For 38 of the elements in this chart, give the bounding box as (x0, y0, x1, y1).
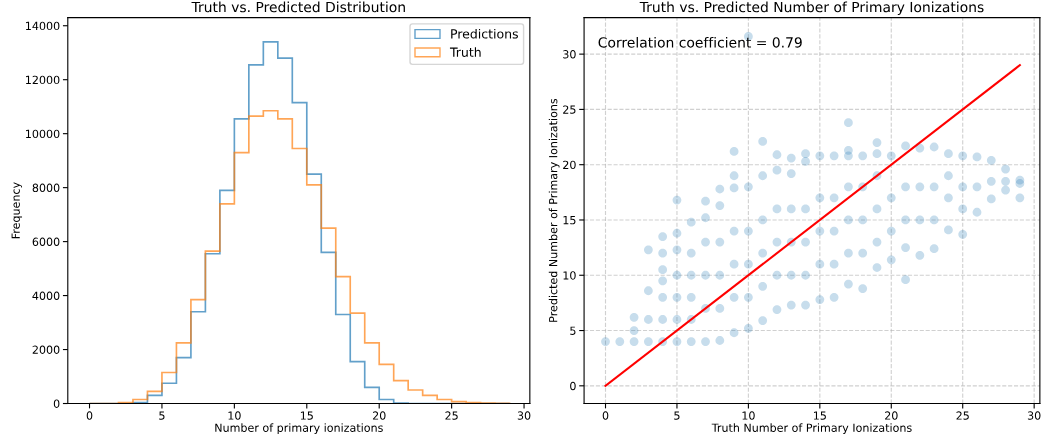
y-tick-label: 8000 (32, 183, 60, 193)
x-axis-title: Number of primary ionizations (215, 423, 383, 435)
x-tick-label: 0 (602, 411, 609, 420)
y-tick-label: 30 (563, 50, 576, 59)
y-tick-label: 25 (563, 105, 576, 114)
y-tick-label: 10 (563, 271, 576, 280)
x-tick-label: 15 (300, 411, 313, 420)
chart-title: Truth vs. Predicted Distribution (191, 1, 405, 13)
x-tick-label: 10 (228, 411, 241, 420)
x-tick-label: 10 (742, 411, 755, 420)
y-tick-label: 0 (570, 381, 576, 391)
x-tick-label: 30 (517, 411, 531, 420)
y-tick-label: 20 (563, 160, 576, 170)
y-tick-label: 2000 (32, 345, 60, 354)
x-tick-label: 30 (1027, 411, 1041, 420)
x-tick-label: 25 (445, 411, 458, 420)
y-axis-title: Frequency (11, 182, 23, 239)
annotation: Correlation coefficient = 0.79 (598, 36, 802, 48)
y-tick-label: 14000 (26, 21, 60, 31)
y-tick-label: 4000 (32, 291, 60, 300)
x-tick-label: 25 (956, 411, 969, 420)
y-tick-label: 12000 (26, 75, 60, 85)
y-axis-title: Predicted Number of Primary Ionizations (548, 98, 560, 322)
x-tick-label: 0 (86, 411, 93, 420)
x-tick-label: 15 (813, 411, 826, 420)
y-tick-label: 10000 (26, 129, 60, 139)
y-tick-label: 0 (53, 399, 60, 408)
y-tick-label: 6000 (32, 237, 60, 246)
y-tick-label: 5 (570, 326, 576, 335)
chart-title: Truth vs. Predicted Number of Primary Ionizations (639, 1, 984, 15)
y-tick-label: 15 (563, 216, 576, 225)
x-tick-label: 5 (674, 411, 680, 420)
x-tick-label: 5 (159, 411, 165, 420)
x-tick-label: 20 (372, 411, 386, 420)
x-axis-title: Truth Number of Primary Ionizations (711, 423, 912, 435)
legend-label: Predictions (451, 28, 518, 39)
x-tick-label: 20 (885, 411, 898, 420)
legend-label: Truth (449, 47, 481, 57)
